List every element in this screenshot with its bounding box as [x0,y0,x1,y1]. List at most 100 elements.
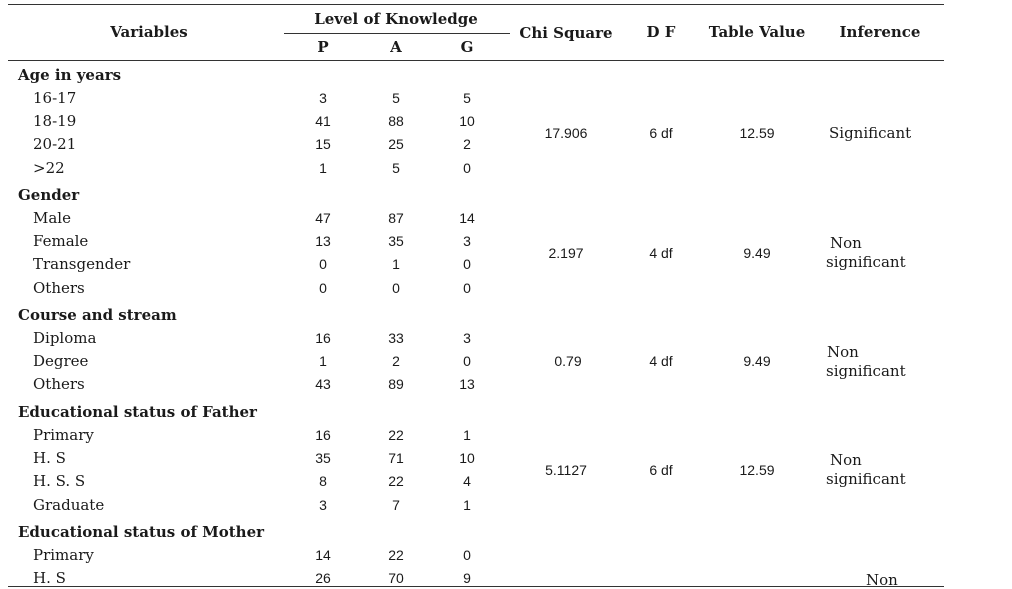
cell-g: 14 [459,210,475,226]
cell-p: 16 [315,427,331,443]
cell-a: 35 [388,233,404,249]
cell-g: 0 [463,160,471,176]
cell-p: 16 [315,330,331,346]
cell-g: 9 [463,570,471,586]
header-p: P [317,38,329,56]
cell-g: 0 [463,353,471,369]
cell-p: 47 [315,210,331,226]
cell-p: 0 [319,280,327,296]
row-label: >22 [33,159,65,177]
cell-a: 7 [392,497,400,513]
inference-value-line1: Non [827,343,859,361]
header-chi-square: Chi Square [519,24,613,42]
row-label: Male [33,209,71,227]
inference-value-line2: significant [826,470,906,488]
group-title: Course and stream [18,306,177,324]
header-variables: Variables [110,23,188,41]
header-level-of-knowledge: Level of Knowledge [314,10,478,28]
cell-p: 1 [319,160,327,176]
cell-g: 5 [463,90,471,106]
cell-p: 0 [319,256,327,272]
cell-p: 13 [315,233,331,249]
cell-p: 26 [315,570,331,586]
header-bottom-rule [8,60,944,61]
header-a: A [390,38,402,56]
group-title: Educational status of Father [18,403,257,421]
table-bottom-rule [8,586,944,587]
cell-p: 35 [315,450,331,466]
cell-g: 0 [463,547,471,563]
group-title: Educational status of Mother [18,523,265,541]
cell-a: 89 [388,376,404,392]
cell-a: 5 [392,90,400,106]
cell-a: 22 [388,547,404,563]
cell-a: 88 [388,113,404,129]
header-table-value: Table Value [708,23,806,41]
row-label: Others [33,279,85,297]
row-label: 16-17 [33,89,77,107]
cell-g: 13 [459,376,475,392]
df-value: 6 df [649,462,673,478]
header-inference: Inference [839,23,921,41]
chi-square-value: 0.79 [554,353,582,369]
cell-p: 1 [319,353,327,369]
cell-p: 43 [315,376,331,392]
cell-a: 2 [392,353,400,369]
table-top-rule [8,4,944,5]
group-title: Age in years [18,66,122,84]
cell-g: 10 [459,450,475,466]
cell-g: 3 [463,330,471,346]
df-value: 6 df [649,125,673,141]
row-label: Others [33,375,85,393]
table-value: 9.49 [743,245,771,261]
inference-value-line1: Non [866,571,898,589]
inference-value-line2: significant [826,253,906,271]
chi-square-value: 17.906 [544,125,588,141]
cell-a: 22 [388,473,404,489]
table-value: 9.49 [743,353,771,369]
header-df: D F [646,23,676,41]
cell-a: 22 [388,427,404,443]
inference-value-line1: Non [830,234,862,252]
row-label: H. S [33,569,66,587]
row-label: 20-21 [33,135,77,153]
row-label: H. S [33,449,66,467]
cell-g: 4 [463,473,471,489]
cell-g: 0 [463,256,471,272]
cell-g: 0 [463,280,471,296]
cell-p: 8 [319,473,327,489]
cell-p: 15 [315,136,331,152]
cell-p: 3 [319,497,327,513]
cell-p: 14 [315,547,331,563]
cell-a: 1 [392,256,400,272]
cell-g: 3 [463,233,471,249]
group-title: Gender [18,186,80,204]
cell-a: 25 [388,136,404,152]
inference-value-line2: significant [826,362,906,380]
table-value: 12.59 [739,125,775,141]
cell-g: 10 [459,113,475,129]
row-label: Degree [33,352,89,370]
cell-a: 71 [388,450,404,466]
row-label: Female [33,232,89,250]
knowledge-subheader-rule [284,33,510,34]
row-label: Primary [33,426,94,444]
cell-p: 41 [315,113,331,129]
cell-g: 1 [463,427,471,443]
row-label: 18-19 [33,112,77,130]
chi-square-value: 5.1127 [545,462,587,478]
cell-a: 0 [392,280,400,296]
df-value: 4 df [649,245,673,261]
df-value: 4 df [649,353,673,369]
cell-a: 70 [388,570,404,586]
cell-a: 33 [388,330,404,346]
row-label: H. S. S [33,472,86,490]
row-label: Diploma [33,329,97,347]
inference-value: Significant [829,124,912,142]
row-label: Transgender [33,255,131,273]
header-g: G [460,38,474,56]
cell-a: 5 [392,160,400,176]
row-label: Graduate [33,496,105,514]
cell-g: 1 [463,497,471,513]
